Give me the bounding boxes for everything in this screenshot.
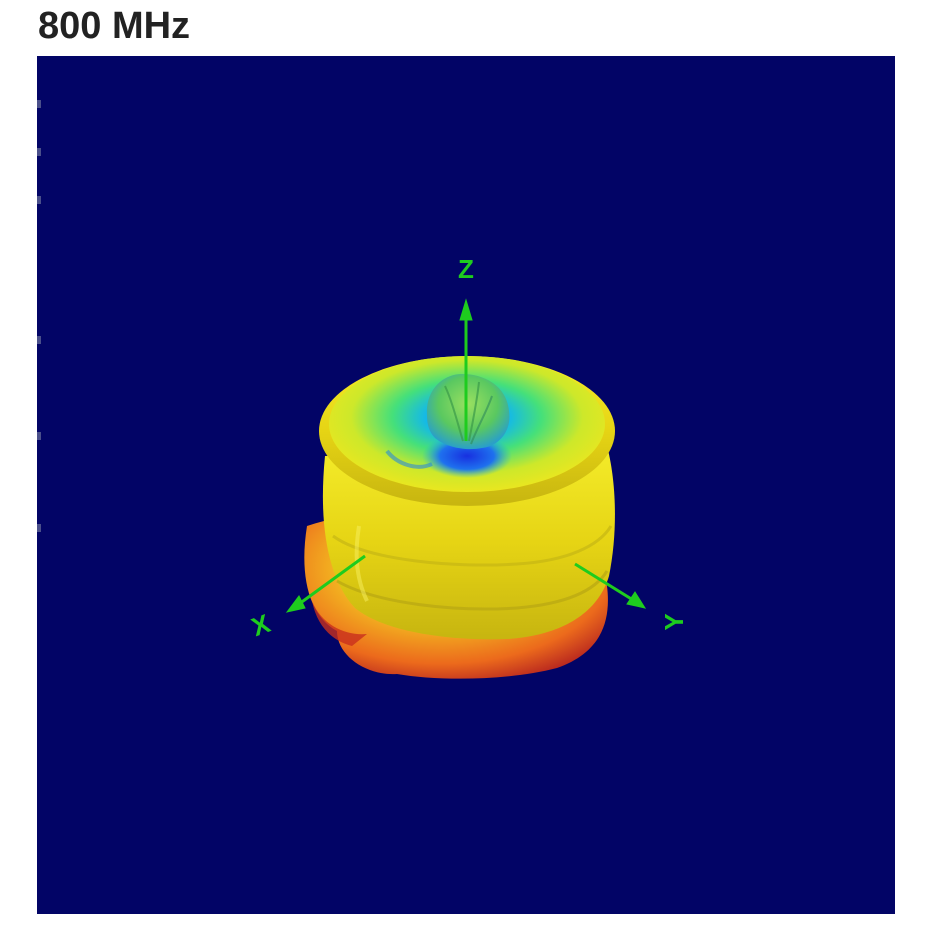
frequency-title: 800 MHz <box>38 5 191 47</box>
edge-tick <box>37 148 41 156</box>
y-axis-label: Y <box>659 613 689 630</box>
pattern-upper-lobe <box>426 374 510 450</box>
coordinate-axes <box>285 298 647 613</box>
radiation-pattern-render: Z X Y <box>247 254 689 679</box>
edge-tick <box>37 524 41 532</box>
edge-tick <box>37 336 41 344</box>
3d-viewport[interactable]: Z X Y <box>37 56 895 914</box>
y-axis-arrow <box>626 591 647 609</box>
z-axis-arrow <box>459 298 473 321</box>
edge-tick <box>37 196 41 204</box>
x-axis-label: X <box>247 608 274 642</box>
x-axis-line <box>298 554 366 606</box>
y-axis-line <box>574 562 634 602</box>
z-axis-label: Z <box>458 254 474 284</box>
edge-tick <box>37 100 41 108</box>
edge-tick <box>37 432 41 440</box>
x-axis-arrow <box>285 595 306 613</box>
